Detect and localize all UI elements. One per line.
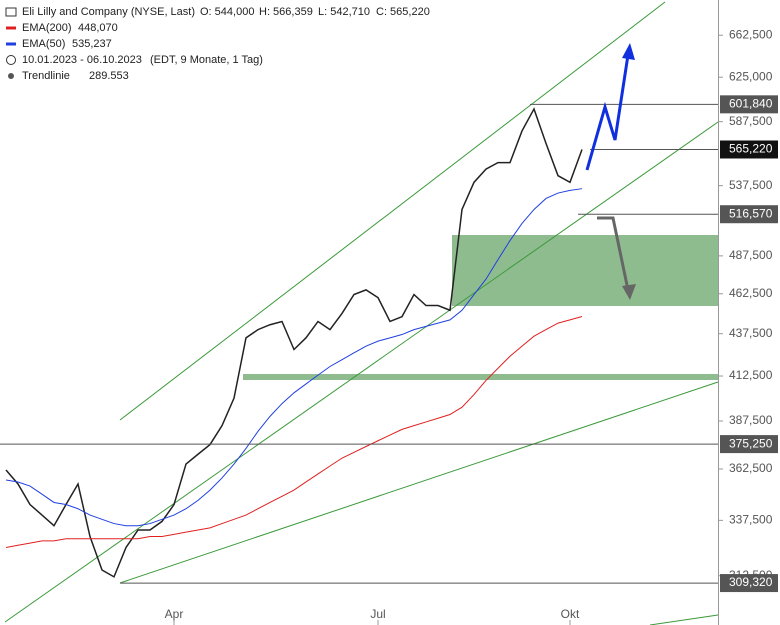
legend-label: EMA(200) bbox=[22, 22, 72, 34]
y-tick-label: 412,500 bbox=[729, 368, 773, 382]
arrow-head bbox=[622, 43, 635, 60]
y-tick-label: 662,500 bbox=[729, 27, 773, 41]
level-box bbox=[720, 95, 778, 114]
legend-label: EMA(50) bbox=[22, 38, 65, 50]
ohlc: H: 566,359 bbox=[259, 6, 313, 18]
level-label: 601,840 bbox=[729, 97, 773, 111]
level-box bbox=[720, 205, 778, 224]
series-line bbox=[5, 316, 583, 548]
icon bbox=[8, 73, 14, 79]
icon bbox=[6, 55, 16, 65]
y-tick-label: 437,500 bbox=[729, 326, 773, 340]
header: Eli Lilly and Company (NYSE, Last) O: 54… bbox=[5, 6, 430, 82]
range-note: (EDT, 9 Monate, 1 Tag) bbox=[150, 54, 263, 66]
x-tick-label: Jul bbox=[370, 607, 385, 621]
arrow bbox=[597, 216, 630, 291]
y-tick-label: 537,500 bbox=[729, 178, 773, 192]
y-tick-label: 487,500 bbox=[729, 248, 773, 262]
plot: 312,500337,500362,500387,500412,500437,5… bbox=[0, 27, 778, 625]
title: Eli Lilly and Company (NYSE, Last) bbox=[22, 6, 195, 18]
y-tick-label: 462,500 bbox=[729, 286, 773, 300]
y-tick-label: 337,500 bbox=[729, 513, 773, 527]
trendline bbox=[119, 381, 719, 584]
y-tick-label: 587,500 bbox=[729, 114, 773, 128]
level-box bbox=[720, 140, 778, 159]
level-label: 565,220 bbox=[729, 142, 773, 156]
level-label: 309,320 bbox=[729, 575, 773, 589]
y-tick-label: 362,500 bbox=[729, 461, 773, 475]
x-tick-label: Okt bbox=[561, 607, 580, 621]
y-tick-label: 625,000 bbox=[729, 69, 773, 83]
icon bbox=[5, 7, 17, 17]
trend-name: Trendlinie bbox=[22, 70, 70, 82]
arrow-head bbox=[622, 284, 636, 300]
trendline bbox=[119, 1, 666, 421]
series-line bbox=[5, 107, 583, 578]
trendline bbox=[649, 614, 719, 625]
level-label: 375,250 bbox=[729, 436, 773, 450]
series-line bbox=[5, 188, 583, 527]
legend-value: 448,070 bbox=[78, 22, 118, 34]
ohlc: L: 542,710 bbox=[318, 6, 370, 18]
ohlc: O: 544,000 bbox=[200, 6, 254, 18]
legend-value: 535,237 bbox=[72, 38, 112, 50]
y-tick-label: 387,500 bbox=[729, 413, 773, 427]
zone bbox=[243, 374, 718, 380]
zone bbox=[452, 235, 718, 306]
level-box bbox=[720, 574, 778, 593]
arrow bbox=[585, 54, 630, 171]
level-box bbox=[720, 435, 778, 454]
range: 10.01.2023 - 06.10.2023 bbox=[22, 54, 142, 66]
x-tick-label: Apr bbox=[165, 607, 184, 621]
ohlc: C: 565,220 bbox=[376, 6, 430, 18]
trend-value: 289.553 bbox=[89, 70, 129, 82]
level-label: 516,570 bbox=[729, 206, 773, 220]
